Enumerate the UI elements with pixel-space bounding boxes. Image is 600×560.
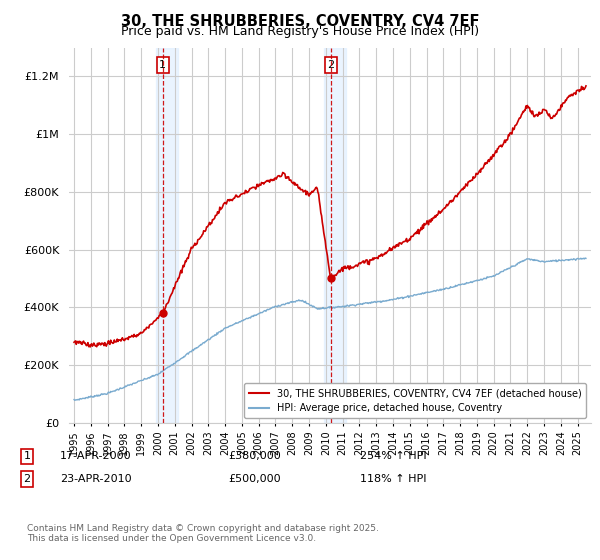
Text: 2: 2 bbox=[23, 474, 31, 484]
Text: £500,000: £500,000 bbox=[228, 474, 281, 484]
Text: Price paid vs. HM Land Registry's House Price Index (HPI): Price paid vs. HM Land Registry's House … bbox=[121, 25, 479, 38]
Text: 1: 1 bbox=[160, 60, 166, 70]
Text: 30, THE SHRUBBERIES, COVENTRY, CV4 7EF: 30, THE SHRUBBERIES, COVENTRY, CV4 7EF bbox=[121, 14, 479, 29]
Text: £380,000: £380,000 bbox=[228, 451, 281, 461]
Legend: 30, THE SHRUBBERIES, COVENTRY, CV4 7EF (detached house), HPI: Average price, det: 30, THE SHRUBBERIES, COVENTRY, CV4 7EF (… bbox=[244, 384, 586, 418]
Text: 1: 1 bbox=[23, 451, 31, 461]
Text: Contains HM Land Registry data © Crown copyright and database right 2025.
This d: Contains HM Land Registry data © Crown c… bbox=[27, 524, 379, 543]
Bar bbox=[156, 48, 178, 423]
Text: 254% ↑ HPI: 254% ↑ HPI bbox=[360, 451, 427, 461]
Bar bbox=[324, 48, 346, 423]
Text: 23-APR-2010: 23-APR-2010 bbox=[60, 474, 131, 484]
Text: 2: 2 bbox=[328, 60, 335, 70]
Text: 17-APR-2000: 17-APR-2000 bbox=[60, 451, 131, 461]
Text: 118% ↑ HPI: 118% ↑ HPI bbox=[360, 474, 427, 484]
